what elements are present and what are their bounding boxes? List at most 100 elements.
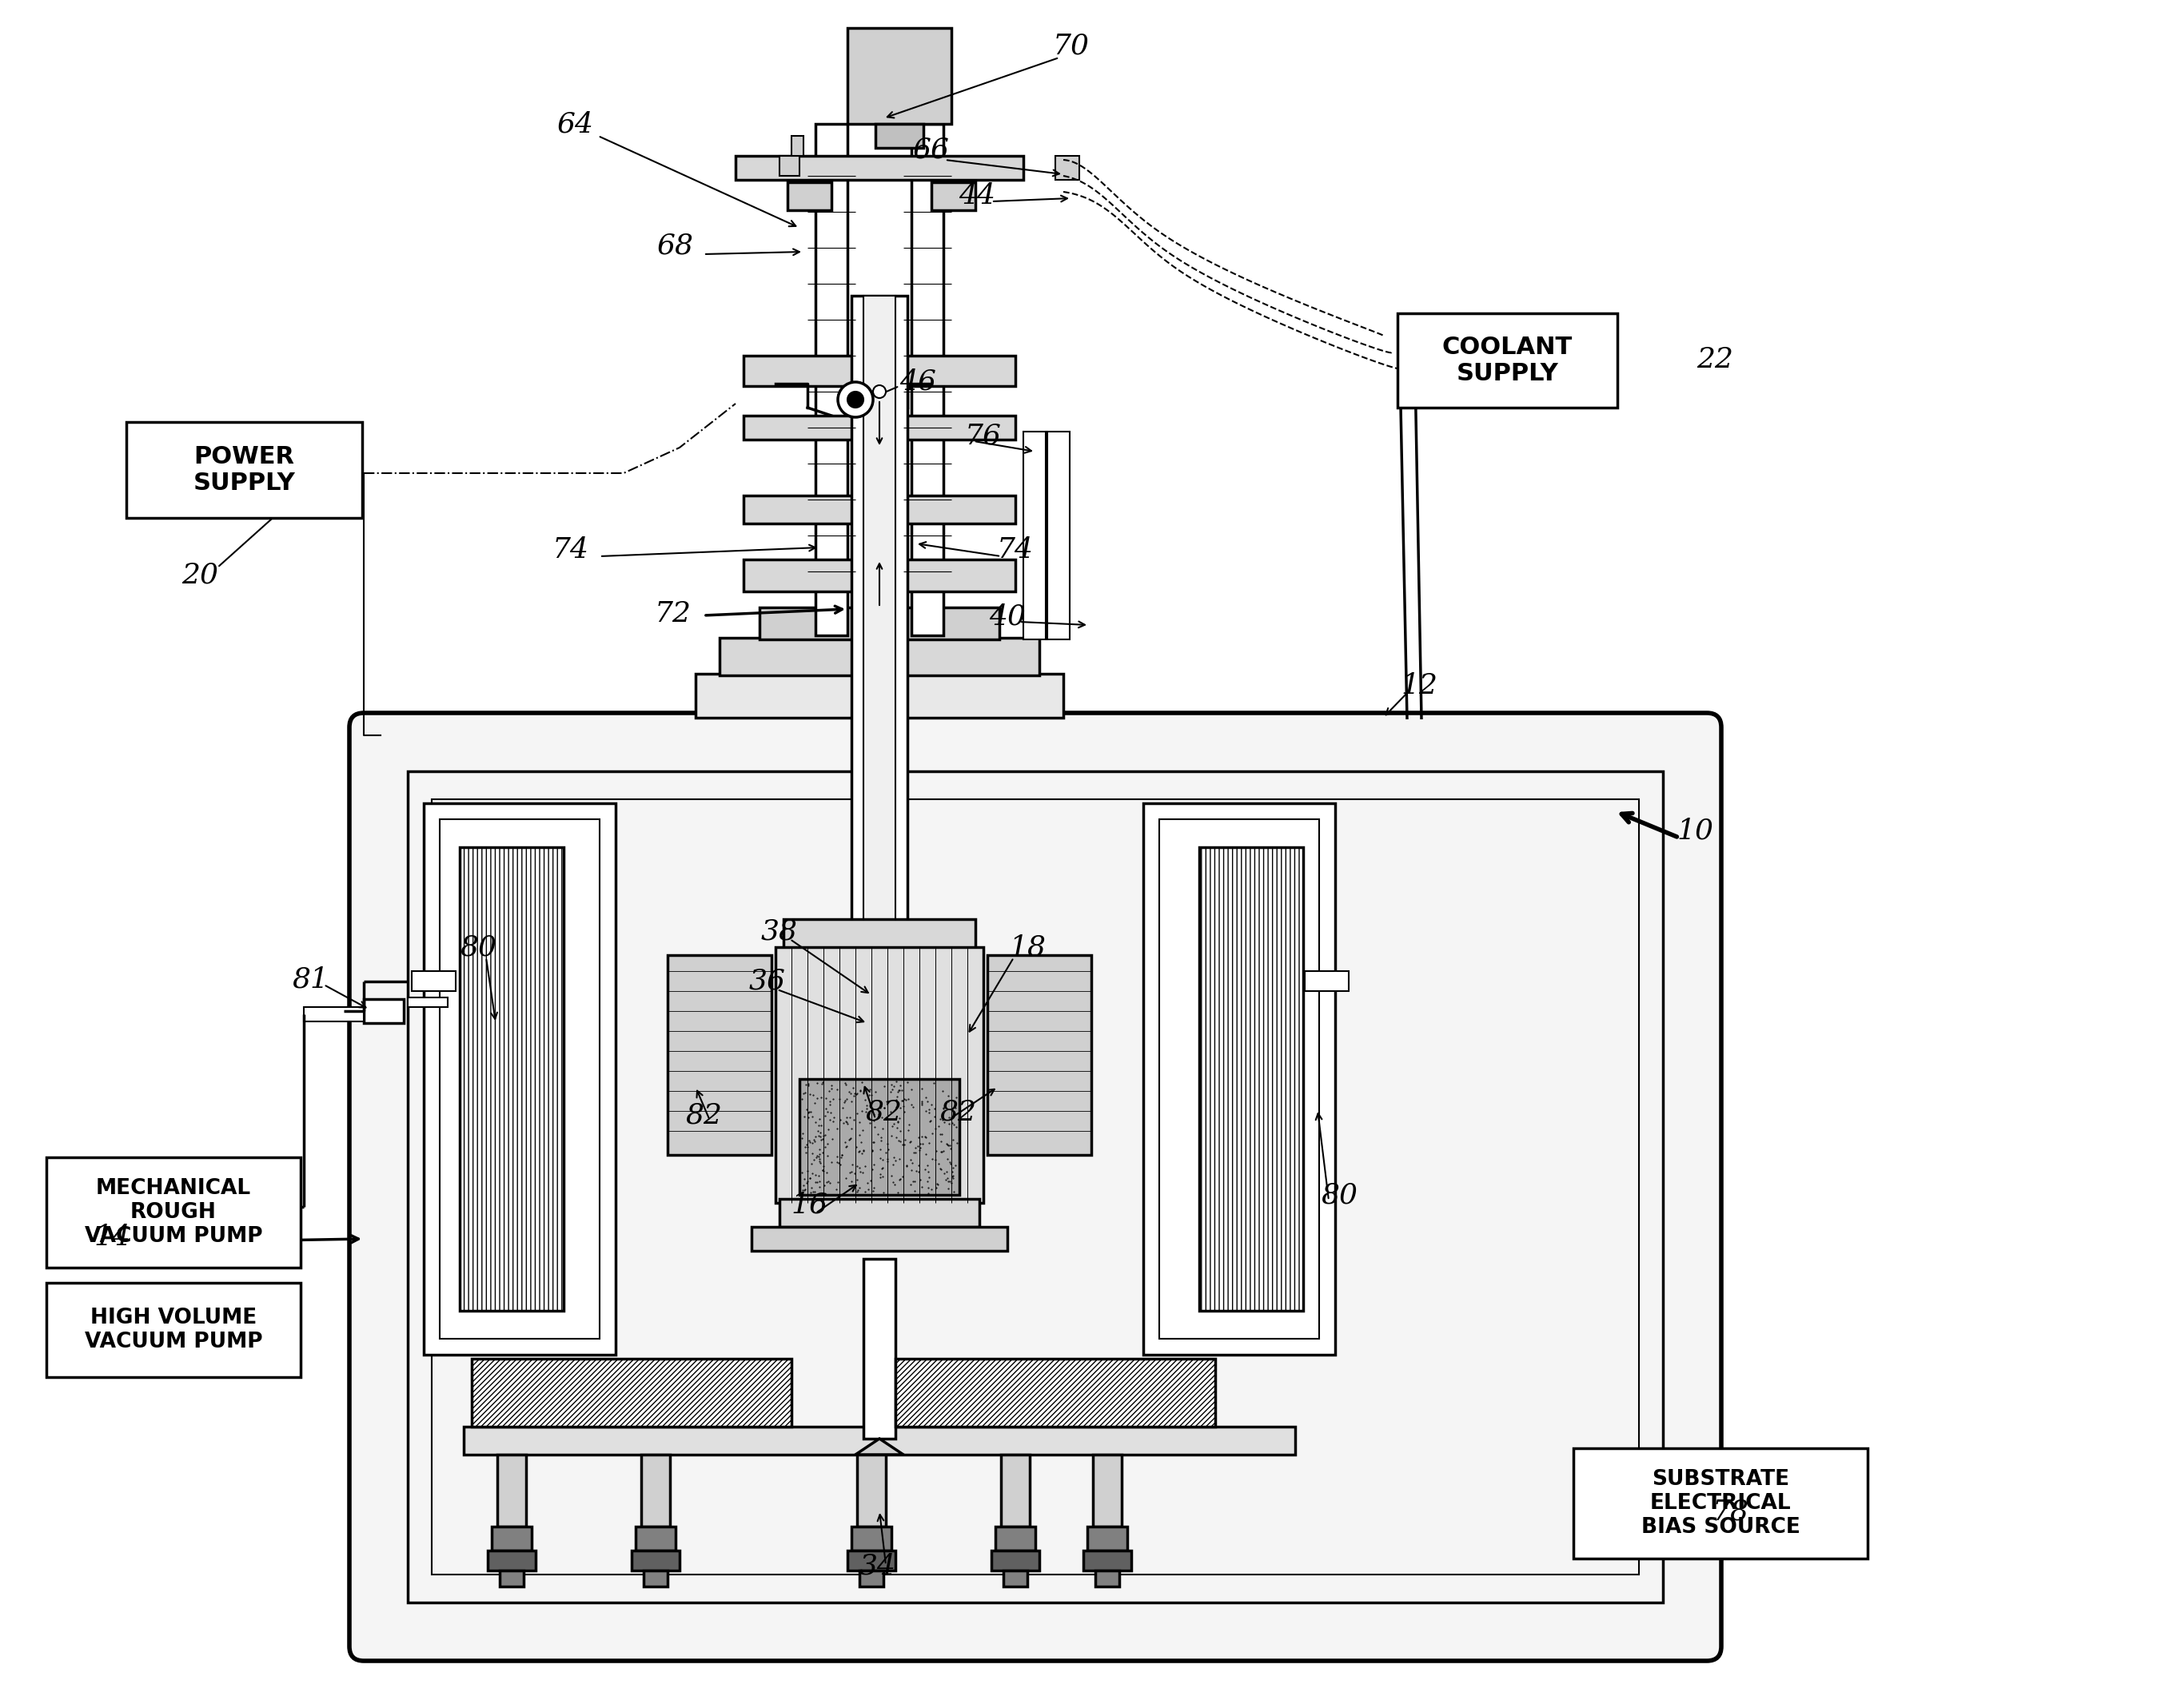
Text: 38: 38 xyxy=(761,917,797,945)
Bar xyxy=(432,799,1638,1575)
Bar xyxy=(1003,1571,1026,1587)
Bar xyxy=(1093,1455,1122,1527)
Bar xyxy=(864,295,895,1199)
Bar xyxy=(743,560,1016,591)
Bar xyxy=(752,1226,1007,1250)
Text: 10: 10 xyxy=(1677,818,1714,845)
Text: 80: 80 xyxy=(460,934,497,960)
Text: 44: 44 xyxy=(959,183,996,210)
Bar xyxy=(493,1527,532,1551)
Bar xyxy=(1305,972,1348,991)
Bar xyxy=(1707,1462,1740,1506)
Bar xyxy=(912,125,944,635)
Bar xyxy=(1143,803,1335,1354)
Bar xyxy=(720,637,1039,675)
Bar xyxy=(1001,1455,1031,1527)
Bar xyxy=(851,1527,892,1551)
Circle shape xyxy=(847,391,864,408)
Text: 68: 68 xyxy=(657,232,694,260)
Bar xyxy=(735,155,1024,179)
Bar xyxy=(864,1259,895,1438)
Bar xyxy=(1055,155,1078,179)
Bar xyxy=(125,422,363,518)
Bar xyxy=(851,295,908,1199)
Text: 74: 74 xyxy=(553,536,590,564)
Text: 14: 14 xyxy=(93,1223,130,1250)
Text: HIGH VOLUME
VACUUM PUMP: HIGH VOLUME VACUUM PUMP xyxy=(84,1308,261,1353)
Bar xyxy=(743,495,1016,524)
Bar xyxy=(488,1551,536,1571)
Bar xyxy=(408,772,1664,1602)
Text: MECHANICAL
ROUGH
VACUUM PUMP: MECHANICAL ROUGH VACUUM PUMP xyxy=(84,1179,261,1247)
Text: 12: 12 xyxy=(1400,673,1437,699)
Bar xyxy=(787,183,832,210)
Bar xyxy=(460,847,564,1310)
Text: 82: 82 xyxy=(864,1098,901,1126)
Bar xyxy=(815,125,847,635)
Bar xyxy=(759,608,998,639)
Bar xyxy=(743,355,1016,386)
Bar xyxy=(784,919,975,955)
Bar xyxy=(1573,1448,1867,1558)
Bar xyxy=(471,1360,791,1426)
Bar xyxy=(1024,432,1046,639)
Bar xyxy=(1048,432,1070,639)
Text: 40: 40 xyxy=(990,603,1026,630)
Bar xyxy=(668,955,771,1155)
Text: 18: 18 xyxy=(1009,934,1046,960)
Text: 82: 82 xyxy=(685,1102,722,1129)
Text: 34: 34 xyxy=(860,1553,897,1580)
Bar xyxy=(408,997,447,1008)
Circle shape xyxy=(873,386,886,398)
Text: 82: 82 xyxy=(940,1098,977,1126)
Bar xyxy=(800,1079,959,1196)
Bar xyxy=(1087,1527,1128,1551)
Text: 22: 22 xyxy=(1696,347,1733,374)
Bar xyxy=(1096,1571,1119,1587)
Bar xyxy=(45,1158,300,1267)
Bar xyxy=(644,1571,668,1587)
Bar xyxy=(780,1199,979,1226)
Text: 46: 46 xyxy=(899,369,936,396)
Bar xyxy=(631,1551,679,1571)
Bar xyxy=(743,415,1016,439)
Bar xyxy=(875,125,923,149)
Bar xyxy=(895,1360,1214,1426)
Bar xyxy=(696,673,1063,717)
Text: 72: 72 xyxy=(655,600,692,627)
Bar xyxy=(847,27,951,125)
Bar xyxy=(1199,847,1303,1310)
Bar xyxy=(858,1455,886,1527)
Bar xyxy=(931,183,975,210)
Bar xyxy=(791,137,804,155)
Bar xyxy=(992,1551,1039,1571)
Text: 81: 81 xyxy=(292,965,328,992)
Bar xyxy=(860,1571,884,1587)
Bar xyxy=(1158,820,1318,1339)
Text: COOLANT
SUPPLY: COOLANT SUPPLY xyxy=(1441,335,1573,386)
Text: POWER
SUPPLY: POWER SUPPLY xyxy=(192,446,296,495)
Text: 76: 76 xyxy=(966,422,1003,449)
Bar xyxy=(776,948,983,1202)
Text: 64: 64 xyxy=(558,111,594,137)
Bar xyxy=(1083,1551,1130,1571)
Text: 36: 36 xyxy=(750,968,787,996)
Text: SUBSTRATE
ELECTRICAL
BIAS SOURCE: SUBSTRATE ELECTRICAL BIAS SOURCE xyxy=(1640,1469,1800,1537)
Text: 66: 66 xyxy=(912,137,951,164)
Polygon shape xyxy=(856,1438,903,1455)
Circle shape xyxy=(838,383,873,417)
Text: 78: 78 xyxy=(1712,1498,1748,1525)
Bar xyxy=(363,999,404,1023)
Bar xyxy=(642,1455,670,1527)
Text: 70: 70 xyxy=(1052,32,1089,60)
Bar xyxy=(439,820,599,1339)
Bar xyxy=(847,1551,895,1571)
Bar xyxy=(497,1455,525,1527)
Bar xyxy=(305,1008,363,1021)
Bar xyxy=(499,1571,523,1587)
Bar xyxy=(780,155,800,176)
Bar xyxy=(424,803,616,1354)
Text: 74: 74 xyxy=(996,536,1033,564)
Bar xyxy=(988,955,1091,1155)
Bar xyxy=(465,1426,1294,1455)
